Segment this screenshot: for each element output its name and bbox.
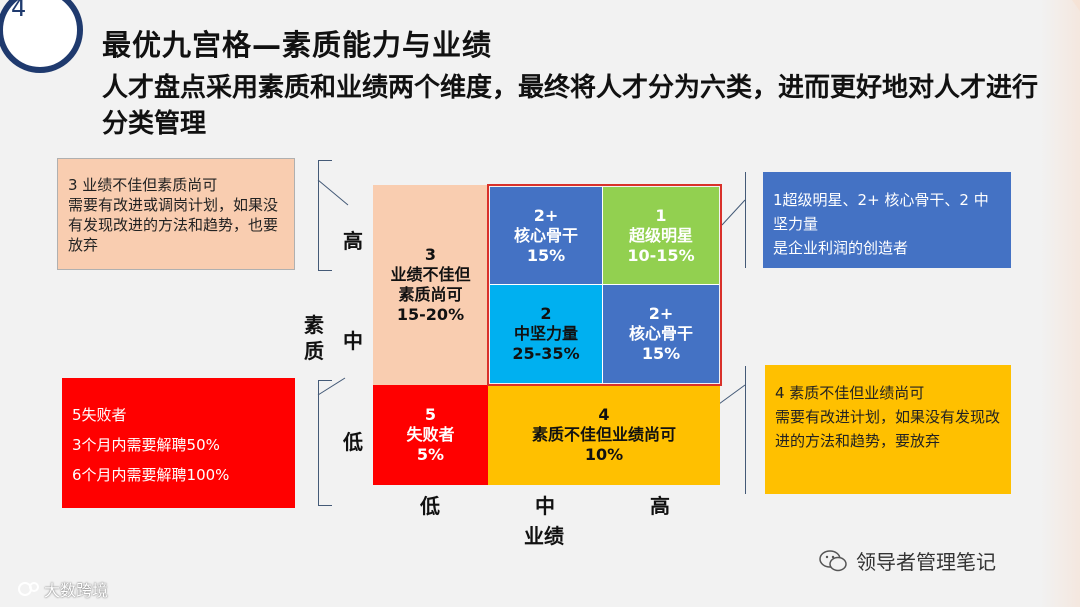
note-bottom-right: 4 素质不佳但业绩尚可 需要有改进计划，如果没有发现改进的方法和趋势，要放弃 [765, 365, 1011, 494]
highlight-outline [487, 184, 722, 386]
y-axis-high: 高 [343, 229, 363, 253]
cell-number: 4 [598, 405, 610, 424]
cell-percent: 15-20% [396, 305, 465, 324]
cell-percent: 10-15% [627, 245, 695, 265]
watermark-left: 大数跨境 [18, 577, 108, 601]
brand-logo-icon [18, 582, 39, 596]
connector-line [721, 199, 746, 226]
grid-divider [602, 187, 603, 383]
bracket-line [745, 172, 746, 268]
cell-number: 5 [424, 405, 437, 424]
connector-line [317, 179, 349, 206]
note-line: 需要有改进计划，如果没有发现改进的方法和趋势，要放弃 [775, 408, 1001, 450]
cell-percent: 15% [526, 245, 566, 265]
cell-2plus-core-right: 2+ 核心骨干 15% [603, 285, 719, 383]
cell-number: 2+ [648, 304, 674, 323]
cell-name: 超级明星 [628, 225, 693, 245]
note-bottom-left: 5失败者 3个月内需要解聘50% 6个月内需要解聘100% [62, 378, 295, 508]
cell-name: 失败者 [406, 425, 455, 444]
cell-4-low-quality-ok-perf: 4 素质不佳但业绩尚可 10% [488, 385, 720, 485]
cell-name: 核心骨干 [628, 324, 693, 343]
cell-percent: 15% [641, 344, 681, 363]
watermark-text: 领导者管理笔记 [856, 550, 996, 574]
y-axis-low: 低 [343, 430, 363, 454]
x-axis-high: 高 [650, 494, 670, 518]
note-top-left: 3 业绩不佳但素质尚可 需要有改进或调岗计划，如果没有发现改进的方法和趋势，也要… [57, 158, 295, 270]
cell-2plus-core-top: 2+ 核心骨干 15% [490, 187, 602, 284]
note-line: 1超级明星、2+ 核心骨干、2 中坚力量 [773, 191, 989, 233]
note-line: 5失败者 [72, 406, 127, 424]
page-number-badge: 4 [0, 0, 92, 76]
cell-5-failure: 5 失败者 5% [373, 385, 488, 485]
cell-number: 3 [424, 245, 437, 264]
x-axis-title: 业绩 [524, 524, 564, 548]
y-axis-mid: 中 [343, 329, 363, 353]
cell-percent: 25-35% [512, 344, 580, 363]
bracket-line [318, 380, 319, 505]
note-line: 4 素质不佳但业绩尚可 [775, 384, 925, 402]
note-line: 3 业绩不佳但素质尚可 [68, 176, 218, 194]
bracket-line [745, 366, 746, 494]
page-number: 4 [11, 0, 27, 22]
cell-name: 素质不佳但业绩尚可 [531, 425, 676, 444]
cell-number: 2 [540, 304, 552, 323]
cell-number: 2+ [533, 205, 559, 225]
badge-ring-icon [0, 0, 83, 73]
watermark-right: 领导者管理笔记 [818, 546, 996, 575]
cell-number: 1 [655, 205, 667, 225]
y-axis-title: 素质 [304, 313, 324, 363]
cell-name: 业绩不佳但 [390, 265, 471, 284]
note-top-right: 1超级明星、2+ 核心骨干、2 中坚力量 是企业利润的创造者 [763, 172, 1011, 268]
cell-name: 核心骨干 [513, 225, 578, 245]
cell-percent: 10% [584, 445, 624, 464]
decorative-gradient [1040, 0, 1080, 607]
watermark-text: 大数跨境 [44, 581, 109, 600]
cell-name: 中坚力量 [513, 324, 578, 343]
page-title: 最优九宫格—素质能力与业绩 [102, 28, 493, 62]
bracket-line [318, 160, 319, 270]
x-axis-mid: 中 [535, 494, 555, 518]
note-line: 需要有改进或调岗计划，如果没有发现改进的方法和趋势，也要放弃 [68, 196, 279, 254]
connector-line [317, 377, 346, 396]
cell-2-backbone: 2 中坚力量 25-35% [490, 285, 602, 383]
bracket-line [318, 380, 332, 381]
note-line: 3个月内需要解聘50% [72, 436, 220, 454]
bracket-line [318, 160, 332, 161]
x-axis-low: 低 [420, 494, 440, 518]
note-line: 是企业利润的创造者 [773, 239, 909, 257]
bracket-line [318, 270, 332, 271]
note-line: 6个月内需要解聘100% [72, 466, 230, 484]
wechat-icon [819, 549, 847, 571]
cell-percent: 5% [416, 445, 445, 464]
grid-divider [490, 284, 719, 285]
bracket-line [318, 505, 332, 506]
page-subtitle: 人才盘点采用素质和业绩两个维度，最终将人才分为六类，进而更好地对人才进行分类管理 [102, 73, 1039, 139]
cell-name: 素质尚可 [398, 285, 463, 304]
cell-1-superstar: 1 超级明星 10-15% [603, 187, 719, 284]
cell-3-low-perf-ok-quality: 3 业绩不佳但 素质尚可 15-20% [373, 185, 488, 385]
